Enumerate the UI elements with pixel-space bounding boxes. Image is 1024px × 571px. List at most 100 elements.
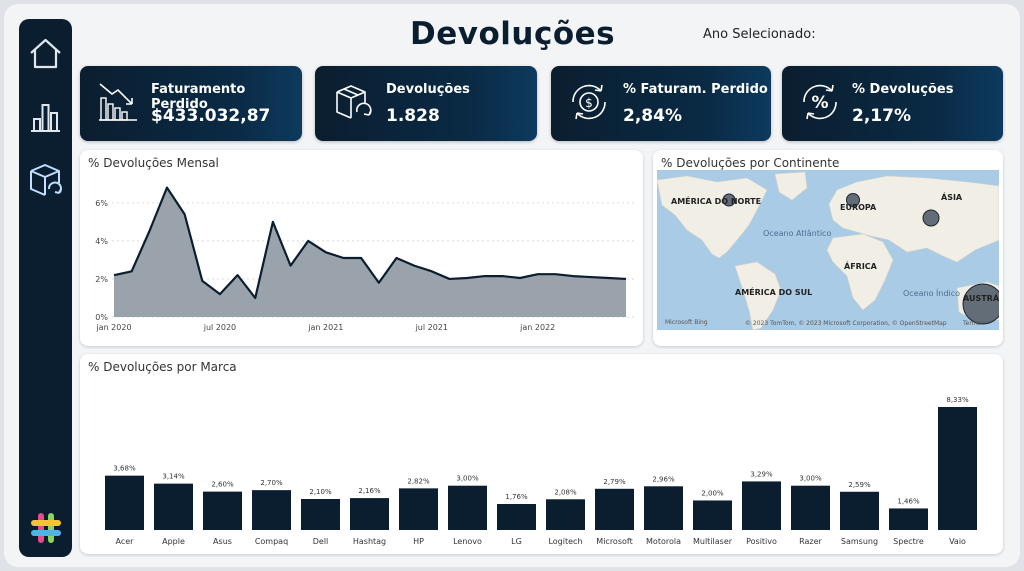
bar-category-label: Motorola <box>646 537 681 546</box>
x-tick-label: jan 2022 <box>519 323 555 332</box>
bar-value-label: 1,76% <box>505 493 528 501</box>
label-asia: ÁSIA <box>941 191 963 202</box>
y-tick-label: 6% <box>95 199 108 208</box>
bar-value-label: 8,33% <box>946 396 969 404</box>
bar-category-label: Multilaser <box>693 537 733 546</box>
kpi-value: 2,84% <box>623 106 682 126</box>
x-tick-label: jul 2020 <box>203 323 236 332</box>
monthly-chart-title: % Devoluções Mensal <box>88 156 219 170</box>
kpi-value: 1.828 <box>386 106 440 126</box>
bar <box>938 407 977 530</box>
kpi-label: Devoluções <box>386 82 470 97</box>
africa-shape <box>826 233 894 311</box>
home-icon[interactable] <box>27 35 64 72</box>
bar-value-label: 3,00% <box>456 475 479 483</box>
bar <box>154 483 193 530</box>
australia-bubble <box>962 283 999 325</box>
bar <box>301 498 340 530</box>
bar-category-label: Acer <box>116 537 135 546</box>
percent-cycle-icon: % <box>803 84 837 120</box>
label-atlantic: Oceano Atlântico <box>763 229 831 238</box>
bar-value-label: 2,59% <box>848 481 871 489</box>
kpi-returns-pct: % % Devoluções 2,17% <box>782 66 1003 141</box>
bar-category-label: Logitech <box>548 537 582 546</box>
label-africa: ÁFRICA <box>844 260 878 271</box>
bar-value-label: 3,00% <box>799 475 822 483</box>
bar <box>791 485 830 530</box>
kpi-lost-revenue-pct: $ % Faturam. Perdido 2,84% <box>551 66 771 141</box>
bar <box>399 488 438 530</box>
bar-value-label: 2,08% <box>554 488 577 496</box>
continent-map[interactable]: AMÉRICA DO NORTE EUROPA ÁSIA ÁFRICA AMÉR… <box>657 170 999 330</box>
bar-value-label: 2,79% <box>603 478 626 486</box>
bar-category-label: Apple <box>162 537 185 546</box>
bar <box>448 485 487 530</box>
monthly-returns-panel: % Devoluções Mensal 0% 2% 4% 6% jan 2020 jul … <box>80 150 643 346</box>
kpi-label: % Faturam. Perdido <box>623 82 768 97</box>
bar-value-label: 3,14% <box>162 473 185 481</box>
kpi-value: 2,17% <box>852 106 911 126</box>
bar-category-label: Dell <box>313 537 329 546</box>
bar <box>889 508 928 530</box>
kpi-value: $433.032,87 <box>151 106 271 126</box>
map-terms: Terms <box>962 320 981 327</box>
y-tick-label: 0% <box>95 313 108 322</box>
y-tick-label: 4% <box>95 237 108 246</box>
brand-returns-panel: % Devoluções por Marca 3,68% Acer 3,14% App… <box>80 354 1003 554</box>
south-america-shape <box>734 261 782 330</box>
greenland-shape <box>774 171 808 201</box>
declining-chart-icon <box>99 83 137 121</box>
bar-category-label: Asus <box>213 537 232 546</box>
bing-label: Microsoft Bing <box>665 319 708 326</box>
kpi-returns: Devoluções 1.828 <box>315 66 537 141</box>
bar-category-label: Hashtag <box>353 537 386 546</box>
bar-value-label: 2,60% <box>211 481 234 489</box>
bar <box>105 475 144 530</box>
area-fill <box>114 187 626 317</box>
bar-value-label: 3,68% <box>113 465 136 473</box>
bar-value-label: 2,96% <box>652 475 675 483</box>
brand-bar-chart: 3,68% Acer 3,14% Apple 2,60% Asus 2,70% Compaq 2… <box>105 396 977 546</box>
bar <box>595 488 634 530</box>
sidebar <box>19 19 72 557</box>
year-selected-label: Ano Selecionado: <box>703 27 816 42</box>
bar-category-label: Razer <box>799 537 822 546</box>
europe-bubble <box>846 193 860 207</box>
bar <box>252 490 291 530</box>
label-australia: AUSTRÁ <box>963 292 999 303</box>
kpi-label: % Devoluções <box>852 82 954 97</box>
label-europe: EUROPA <box>840 203 877 212</box>
x-tick-label: jul 2021 <box>415 323 448 332</box>
monthly-area-chart: 0% 2% 4% 6% jan 2020 jul 2020 jan 2021 jul 2021… <box>95 186 636 332</box>
bar-value-label: 3,29% <box>750 470 773 478</box>
bar-category-label: Positivo <box>746 537 777 546</box>
kpi-lost-revenue: Faturamento Perdido $433.032,87 <box>80 66 302 141</box>
bar <box>546 499 585 530</box>
bar-category-label: Compaq <box>255 537 288 546</box>
label-indian: Oceano Índico <box>903 287 960 298</box>
svg-text:$: $ <box>585 96 593 110</box>
hashtag-logo <box>31 513 61 543</box>
returns-box-icon[interactable] <box>27 161 64 198</box>
bar-chart-icon[interactable] <box>27 99 64 136</box>
bar-value-label: 1,46% <box>897 497 920 505</box>
bar <box>840 491 879 530</box>
return-box-icon <box>336 85 372 119</box>
bar-category-label: LG <box>511 537 522 546</box>
label-south-america: AMÉRICA DO SUL <box>735 286 812 297</box>
bar-category-label: Spectre <box>893 537 924 546</box>
map-title: % Devoluções por Continente <box>661 156 840 170</box>
svg-text:%: % <box>811 93 828 113</box>
bar <box>693 500 732 530</box>
bar-value-label: 2,10% <box>309 488 332 496</box>
north-america-shape <box>657 175 768 259</box>
bar <box>742 481 781 530</box>
bar <box>497 504 536 530</box>
bar-category-label: Microsoft <box>596 537 632 546</box>
bar <box>644 486 683 530</box>
bar-category-label: Lenovo <box>453 537 482 546</box>
x-tick-label: jan 2020 <box>95 323 131 332</box>
money-cycle-icon: $ <box>572 84 606 120</box>
kpi-label: Faturamento Perdido <box>151 82 246 112</box>
label-north-america: AMÉRICA DO NORTE <box>671 195 761 206</box>
